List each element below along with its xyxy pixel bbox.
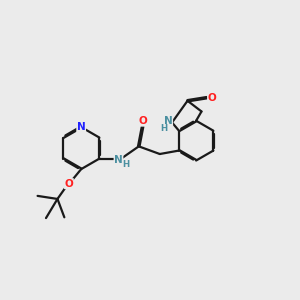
Text: O: O <box>64 179 73 189</box>
Text: O: O <box>138 116 147 126</box>
Text: H: H <box>122 160 129 169</box>
Text: O: O <box>208 93 216 103</box>
Text: N: N <box>114 155 123 165</box>
Text: N: N <box>164 116 172 126</box>
Text: H: H <box>160 124 167 133</box>
Text: N: N <box>77 122 85 132</box>
